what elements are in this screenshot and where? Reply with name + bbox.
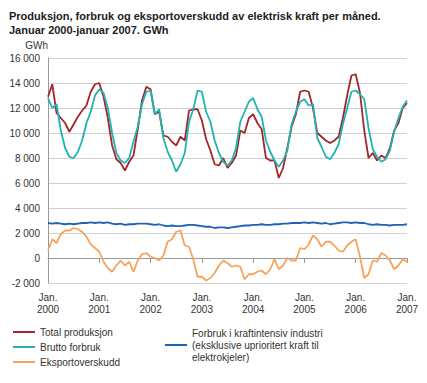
- svg-text:2001: 2001: [88, 304, 111, 315]
- svg-text:6 000: 6 000: [15, 178, 40, 189]
- svg-text:12 000: 12 000: [9, 103, 40, 114]
- svg-text:2004: 2004: [242, 304, 265, 315]
- svg-text:Jan.: Jan.: [192, 292, 211, 303]
- svg-text:2003: 2003: [191, 304, 214, 315]
- svg-text:8 000: 8 000: [15, 153, 40, 164]
- svg-text:Total produksjon: Total produksjon: [40, 327, 113, 338]
- svg-text:Jan.: Jan.: [295, 292, 314, 303]
- svg-text:elektrokjeler): elektrokjeler): [192, 352, 249, 363]
- svg-text:-2 000: -2 000: [12, 278, 41, 289]
- svg-text:2000: 2000: [37, 304, 60, 315]
- svg-text:Jan.: Jan.: [141, 292, 160, 303]
- svg-text:4 000: 4 000: [15, 203, 40, 214]
- svg-text:2002: 2002: [139, 304, 162, 315]
- svg-text:14 000: 14 000: [9, 78, 40, 89]
- svg-text:Jan.: Jan.: [398, 292, 417, 303]
- svg-text:2 000: 2 000: [15, 228, 40, 239]
- svg-text:Jan.: Jan.: [90, 292, 109, 303]
- svg-text:16 000: 16 000: [9, 53, 40, 64]
- svg-text:2007: 2007: [396, 304, 419, 315]
- svg-text:Forbruk i kraftintensiv indust: Forbruk i kraftintensiv industri: [192, 328, 325, 339]
- svg-text:Jan.: Jan.: [346, 292, 365, 303]
- svg-text:Jan.: Jan.: [244, 292, 263, 303]
- svg-text:10 000: 10 000: [9, 128, 40, 139]
- svg-text:GWh: GWh: [25, 40, 48, 51]
- svg-text:0: 0: [34, 253, 40, 264]
- svg-text:(eksklusive uprioritert kraft: (eksklusive uprioritert kraft til: [192, 340, 321, 351]
- svg-text:2005: 2005: [293, 304, 316, 315]
- svg-text:Januar 2000-januar 2007. GWh: Januar 2000-januar 2007. GWh: [9, 24, 169, 36]
- svg-text:2006: 2006: [345, 304, 368, 315]
- svg-text:Jan.: Jan.: [39, 292, 58, 303]
- svg-text:Eksportoverskudd: Eksportoverskudd: [40, 357, 120, 368]
- svg-text:Brutto forbruk: Brutto forbruk: [40, 342, 102, 353]
- svg-text:Produksjon, forbruk og eksport: Produksjon, forbruk og eksportoverskudd …: [9, 10, 384, 22]
